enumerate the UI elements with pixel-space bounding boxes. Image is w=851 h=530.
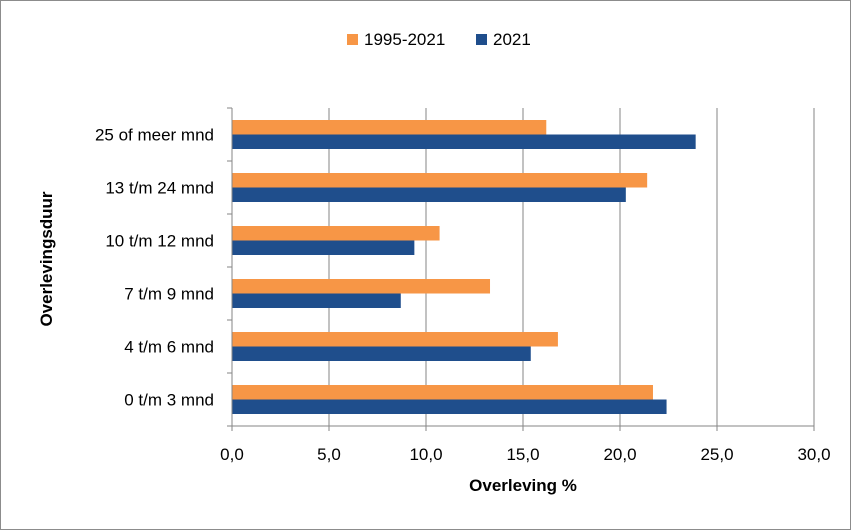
x-axis-title: Overleving %: [469, 476, 577, 495]
y-tick-label: 4 t/m 6 mnd: [124, 338, 214, 357]
bar-series-1995-2021: [232, 226, 440, 241]
y-tick-label: 10 t/m 12 mnd: [105, 232, 214, 251]
bar-series-1995-2021: [232, 279, 491, 294]
axes: [227, 107, 815, 431]
y-tick-label: 13 t/m 24 mnd: [105, 179, 214, 198]
bar-series-2021: [232, 240, 415, 255]
bar-series-1995-2021: [232, 173, 648, 188]
bar-series-2021: [232, 399, 667, 414]
legend: 1995-2021 2021: [347, 30, 531, 49]
x-tick-labels: 0,0 5,0 10,0 15,0 20,0 25,0 30,0: [220, 445, 830, 464]
y-tick-labels: 0 t/m 3 mnd 4 t/m 6 mnd 7 t/m 9 mnd 10 t/m …: [95, 126, 214, 410]
bar-series-2021: [232, 346, 531, 361]
legend-label: 2021: [493, 30, 531, 49]
x-tick-label: 25,0: [700, 445, 733, 464]
x-tick-label: 5,0: [317, 445, 341, 464]
bar-series-1995-2021: [232, 385, 653, 400]
bar-series-1995-2021: [232, 120, 547, 135]
x-tick-label: 0,0: [220, 445, 244, 464]
x-tick-label: 30,0: [797, 445, 830, 464]
bars: [232, 120, 696, 414]
y-axis-title: Overlevingsduur: [37, 191, 56, 326]
legend-label: 1995-2021: [364, 30, 445, 49]
legend-swatch: [347, 34, 358, 45]
y-tick-label: 0 t/m 3 mnd: [124, 391, 214, 410]
x-tick-label: 15,0: [506, 445, 539, 464]
bar-series-2021: [232, 187, 626, 202]
bar-series-2021: [232, 134, 696, 149]
bar-series-1995-2021: [232, 332, 558, 347]
x-tick-label: 20,0: [603, 445, 636, 464]
grid-lines: [328, 108, 815, 426]
bar-series-2021: [232, 293, 401, 308]
legend-swatch: [476, 34, 487, 45]
y-tick-label: 7 t/m 9 mnd: [124, 285, 214, 304]
x-tick-label: 10,0: [409, 445, 442, 464]
y-tick-label: 25 of meer mnd: [95, 126, 214, 145]
